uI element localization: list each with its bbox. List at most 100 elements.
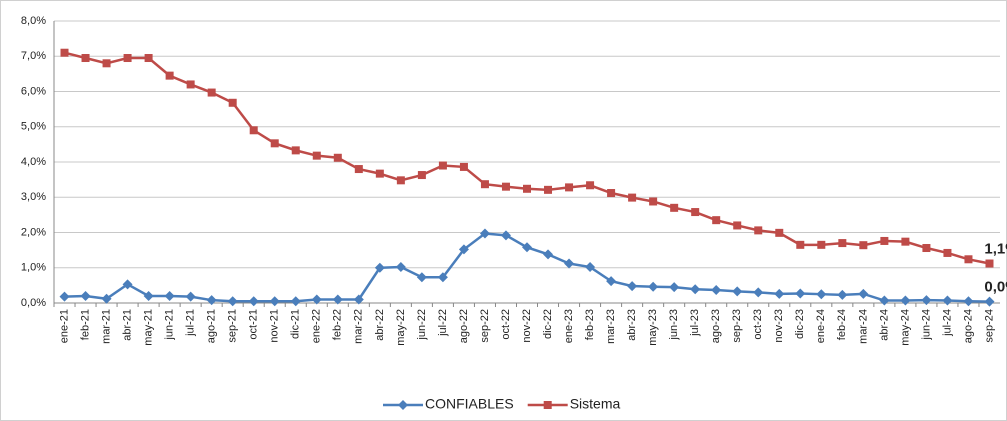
data-point xyxy=(437,272,448,283)
y-tick-label: 3,0% xyxy=(21,191,46,203)
x-tick-label: dic-21 xyxy=(290,309,302,339)
x-tick-label: feb-22 xyxy=(332,309,344,340)
data-point xyxy=(649,197,658,206)
x-tick-label: sep-24 xyxy=(983,309,995,343)
x-tick-label: feb-21 xyxy=(79,309,91,340)
data-point xyxy=(395,262,406,273)
data-point xyxy=(901,237,910,246)
data-label: 1,1% xyxy=(984,240,1007,257)
data-point xyxy=(564,258,575,269)
data-label: 0,0% xyxy=(984,279,1007,296)
data-point xyxy=(775,228,784,237)
y-tick-label: 7,0% xyxy=(21,50,46,62)
x-tick-label: ene-23 xyxy=(563,309,575,343)
data-point xyxy=(879,295,890,306)
data-point xyxy=(837,289,848,300)
data-point xyxy=(227,296,238,307)
legend-marker xyxy=(398,400,408,410)
x-tick-label: ago-23 xyxy=(710,309,722,343)
data-point xyxy=(291,146,300,155)
data-point xyxy=(123,54,132,63)
data-point xyxy=(185,291,196,302)
data-point xyxy=(585,262,596,273)
x-tick-label: jul-22 xyxy=(437,309,449,337)
x-tick-label: mar-21 xyxy=(100,309,112,344)
data-point xyxy=(228,98,237,107)
legend-label: CONFIABLES xyxy=(425,396,514,412)
y-tick-label: 2,0% xyxy=(21,226,46,238)
data-point xyxy=(670,203,679,212)
x-tick-label: mar-22 xyxy=(353,309,365,344)
legend-marker xyxy=(543,401,552,409)
x-tick-label: may-22 xyxy=(395,309,407,346)
data-point xyxy=(523,184,531,193)
data-point xyxy=(522,242,532,253)
data-point xyxy=(143,290,154,301)
data-point xyxy=(796,240,805,249)
data-point xyxy=(186,80,195,89)
x-tick-label: abr-22 xyxy=(374,309,386,341)
data-point xyxy=(838,239,847,248)
x-tick-label: jun-23 xyxy=(668,309,680,341)
x-tick-label: sep-21 xyxy=(227,309,239,343)
data-point xyxy=(311,294,322,305)
data-point xyxy=(900,295,911,306)
data-point xyxy=(733,221,742,230)
data-point xyxy=(985,259,994,268)
data-point xyxy=(922,244,931,253)
data-point xyxy=(249,126,258,135)
y-tick-label: 6,0% xyxy=(21,85,46,97)
data-point xyxy=(543,249,554,260)
data-point xyxy=(207,88,216,97)
data-point xyxy=(565,183,574,192)
data-point xyxy=(122,279,133,290)
data-point xyxy=(544,185,553,194)
x-tick-label: feb-23 xyxy=(584,309,596,340)
data-point xyxy=(753,287,764,298)
x-tick-label: ago-21 xyxy=(206,309,218,343)
x-tick-label: ago-22 xyxy=(458,309,470,343)
data-point xyxy=(290,296,301,307)
data-point xyxy=(795,288,806,299)
data-point xyxy=(921,295,932,306)
y-tick-label: 5,0% xyxy=(21,121,46,133)
x-tick-label: ene-21 xyxy=(58,309,70,343)
data-point xyxy=(963,296,974,307)
x-tick-label: sep-23 xyxy=(731,309,743,343)
x-tick-label: ene-22 xyxy=(311,309,323,343)
x-tick-label: abr-21 xyxy=(121,309,133,341)
x-tick-label: nov-23 xyxy=(773,309,785,343)
data-point xyxy=(374,262,385,273)
data-point xyxy=(754,226,763,235)
data-point xyxy=(206,295,217,306)
data-point xyxy=(774,288,785,299)
x-tick-label: ago-24 xyxy=(962,309,974,343)
data-point xyxy=(354,165,363,174)
data-point xyxy=(396,176,405,185)
data-point xyxy=(690,284,701,295)
x-tick-label: dic-23 xyxy=(794,309,806,339)
data-point xyxy=(500,230,511,241)
data-point xyxy=(816,289,827,300)
data-point xyxy=(942,295,953,306)
x-tick-label: mar-23 xyxy=(605,309,617,344)
x-tick-label: jul-24 xyxy=(941,309,953,337)
data-point xyxy=(333,153,342,162)
x-tick-label: sep-22 xyxy=(479,309,491,343)
data-point xyxy=(606,276,617,287)
data-point xyxy=(859,241,868,250)
data-point xyxy=(943,248,952,257)
x-tick-label: abr-23 xyxy=(626,309,638,341)
data-point xyxy=(712,216,721,225)
data-point xyxy=(711,284,722,295)
data-point xyxy=(417,171,426,180)
x-tick-label: jun-24 xyxy=(920,309,932,341)
data-point xyxy=(501,182,510,191)
x-tick-label: ene-24 xyxy=(815,309,827,343)
x-tick-label: may-23 xyxy=(647,309,659,346)
data-point xyxy=(607,189,616,198)
data-point xyxy=(669,282,680,293)
x-tick-label: jun-22 xyxy=(416,309,428,341)
data-point xyxy=(458,244,469,255)
data-point xyxy=(81,54,90,63)
